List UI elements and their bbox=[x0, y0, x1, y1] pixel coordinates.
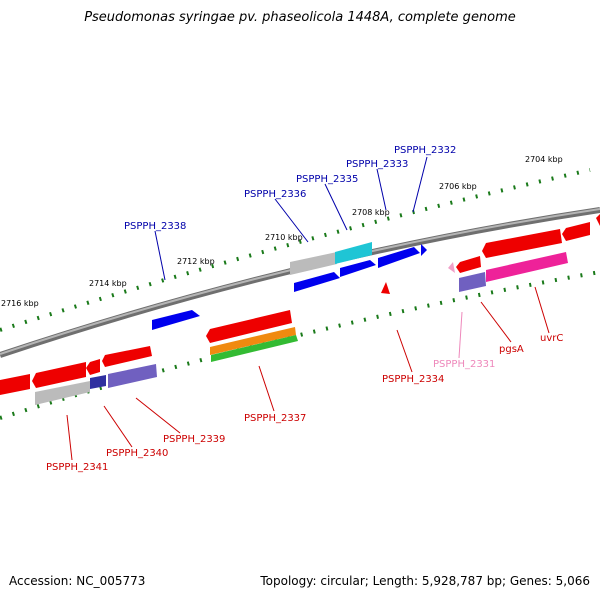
gene-PSPPH_2336-grey[interactable] bbox=[290, 252, 337, 275]
gene-PSPPH_2337-green[interactable] bbox=[211, 335, 298, 362]
gene-PSPPH_2335[interactable] bbox=[335, 242, 372, 264]
gene-PSPPH_2340-purple[interactable] bbox=[90, 375, 106, 389]
gene-label-PSPPH_2334[interactable]: PSPPH_2334 bbox=[382, 374, 444, 385]
scale-label: 2708 kbp bbox=[352, 208, 390, 217]
gene-label-PSPPH_2331[interactable]: PSPPH_2331 bbox=[433, 359, 495, 370]
leader-PSPPH_2337 bbox=[258, 365, 275, 412]
gene-uvrC-end[interactable] bbox=[562, 222, 590, 241]
scale-label: 2716 kbp bbox=[1, 299, 39, 308]
scale-label: 2704 kbp bbox=[525, 155, 563, 164]
gene-pgsA[interactable] bbox=[486, 252, 568, 282]
accession-text: Accession: NC_005773 bbox=[9, 574, 146, 588]
gene-PSPPH_2331[interactable] bbox=[459, 272, 486, 292]
gene-PSPPH_2340[interactable] bbox=[32, 362, 86, 388]
gene-label-PSPPH_2338[interactable]: PSPPH_2338 bbox=[124, 221, 186, 232]
gene-PSPPH_2333[interactable] bbox=[340, 260, 376, 277]
leader-pgsA bbox=[480, 301, 512, 343]
scale-label: 2706 kbp bbox=[439, 182, 477, 191]
gene-labels: PSPPH_2332 PSPPH_2333 PSPPH_2335 PSPPH_2… bbox=[46, 145, 563, 473]
forward-strand-genes bbox=[152, 242, 427, 330]
gene-label-PSPPH_2341[interactable]: PSPPH_2341 bbox=[46, 462, 108, 473]
gene-PSPPH_2337-orange[interactable] bbox=[210, 327, 296, 355]
gene-PSPPH_2332-tip bbox=[421, 244, 427, 256]
leader-PSPPH_2335 bbox=[324, 183, 348, 231]
reverse-strand-genes bbox=[0, 214, 600, 405]
leader-PSPPH_2336 bbox=[274, 198, 309, 243]
gene-uvrC[interactable] bbox=[482, 229, 562, 258]
scale-labels: 2704 kbp 2706 kbp 2708 kbp 2710 kbp 2712… bbox=[1, 155, 563, 308]
scale-label: 2710 kbp bbox=[265, 233, 303, 242]
gene-PSPPH_2341[interactable] bbox=[0, 374, 30, 395]
gene-PSPPH_2341-grey[interactable] bbox=[35, 381, 90, 405]
gene-PSPPH_2332[interactable] bbox=[378, 247, 420, 268]
leader-PSPPH_2339 bbox=[135, 397, 181, 434]
gene-pgsA-red[interactable] bbox=[456, 256, 481, 273]
leader-PSPPH_2331 bbox=[458, 311, 463, 359]
gene-label-uvrC[interactable]: uvrC bbox=[540, 333, 563, 344]
genome-title: Pseudomonas syringae pv. phaseolicola 14… bbox=[84, 10, 516, 25]
gene-PSPPH_2331-tip[interactable] bbox=[448, 262, 455, 273]
gene-PSPPH_2339[interactable] bbox=[102, 346, 152, 367]
leader-PSPPH_2333 bbox=[376, 168, 387, 211]
leader-lines bbox=[66, 156, 550, 461]
leader-PSPPH_2338 bbox=[154, 230, 166, 281]
gene-label-PSPPH_2335[interactable]: PSPPH_2335 bbox=[296, 174, 358, 185]
leader-uvrC bbox=[534, 286, 550, 334]
gene-label-pgsA[interactable]: pgsA bbox=[499, 344, 524, 355]
gene-PSPPH_2339-purple[interactable] bbox=[108, 364, 157, 388]
gene-PSPPH_2337[interactable] bbox=[206, 310, 292, 343]
gene-label-PSPPH_2336[interactable]: PSPPH_2336 bbox=[244, 189, 306, 200]
leader-PSPPH_2340 bbox=[103, 405, 133, 448]
gene-uvrC-edge bbox=[596, 214, 600, 226]
gene-PSPPH_2338[interactable] bbox=[152, 310, 200, 330]
genome-summary-text: Topology: circular; Length: 5,928,787 bp… bbox=[260, 574, 590, 588]
gene-label-PSPPH_2340[interactable]: PSPPH_2340 bbox=[106, 448, 168, 459]
gene-PSPPH_2336[interactable] bbox=[294, 272, 340, 292]
gene-label-PSPPH_2333[interactable]: PSPPH_2333 bbox=[346, 159, 408, 170]
leader-PSPPH_2334 bbox=[396, 329, 413, 373]
scale-label: 2712 kbp bbox=[177, 257, 215, 266]
leader-PSPPH_2332 bbox=[412, 156, 428, 213]
gene-label-PSPPH_2337[interactable]: PSPPH_2337 bbox=[244, 413, 306, 424]
gene-PSPPH_2340-small[interactable] bbox=[86, 359, 100, 375]
gene-label-PSPPH_2339[interactable]: PSPPH_2339 bbox=[163, 434, 225, 445]
gene-label-PSPPH_2332[interactable]: PSPPH_2332 bbox=[394, 145, 456, 156]
leader-PSPPH_2341 bbox=[66, 414, 73, 461]
scale-label: 2714 kbp bbox=[89, 279, 127, 288]
gene-PSPPH_2334[interactable] bbox=[381, 282, 390, 294]
